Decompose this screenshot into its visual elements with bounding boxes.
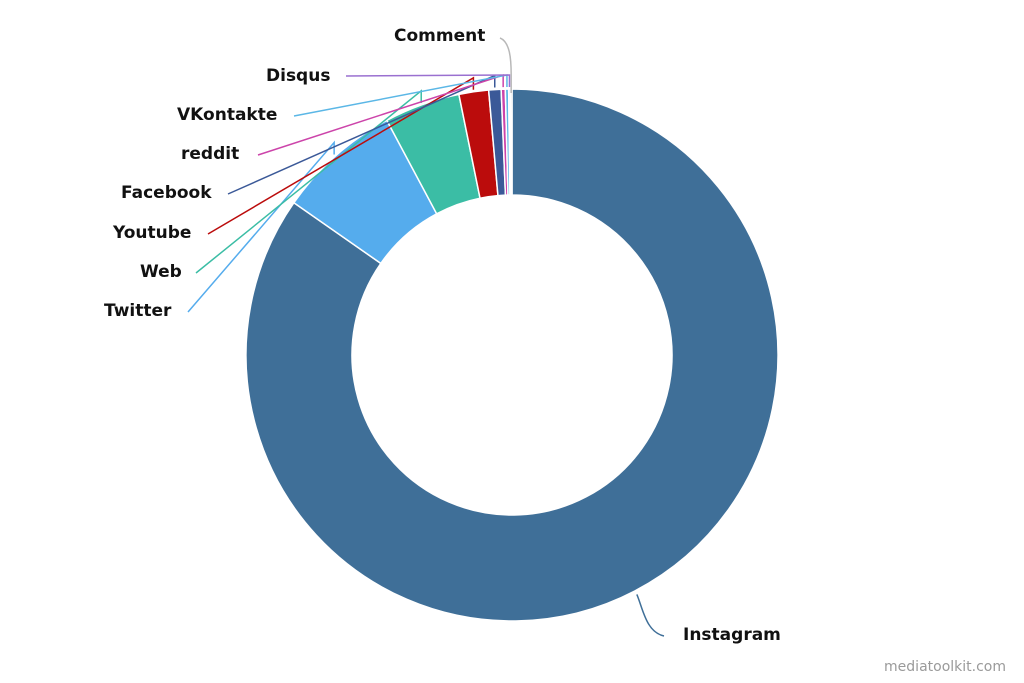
label-vkontakte: VKontakte (177, 105, 277, 125)
connector-comment (499, 37, 512, 94)
label-comment: Comment (394, 26, 485, 46)
connector-twitter (187, 140, 335, 313)
slice-comment (509, 88, 513, 196)
label-instagram: Instagram (683, 625, 781, 645)
label-reddit: reddit (181, 144, 239, 164)
label-facebook: Facebook (121, 183, 212, 203)
connector-instagram (636, 594, 665, 637)
label-twitter: Twitter (104, 301, 172, 321)
connector-disqus (345, 74, 511, 88)
slice-instagram (245, 88, 779, 622)
label-youtube: Youtube (112, 223, 191, 243)
label-web: Web (140, 262, 182, 282)
label-disqus: Disqus (266, 66, 330, 86)
watermark: mediatoolkit.com (884, 659, 1006, 675)
